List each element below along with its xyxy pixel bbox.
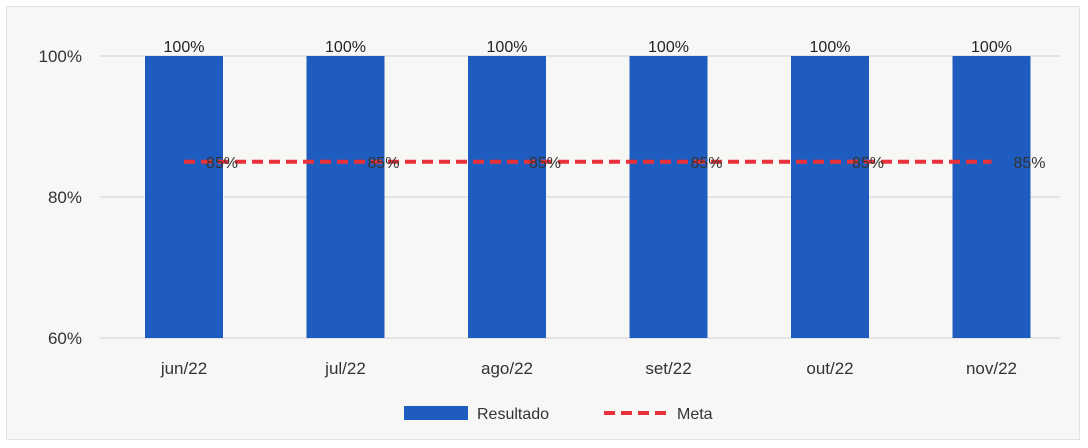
bar-resultado [952, 56, 1031, 338]
bar-value-label: 100% [648, 39, 689, 56]
bar-resultado [145, 56, 223, 338]
bar-value-label: 100% [325, 39, 366, 56]
meta-value-label: 85% [1014, 155, 1046, 172]
y-tick-label: 80% [48, 188, 82, 207]
meta-value-label: 85% [529, 155, 561, 172]
legend-label-meta: Meta [677, 406, 713, 423]
x-tick-label: ago/22 [481, 359, 533, 378]
x-tick-label: jun/22 [160, 359, 207, 378]
legend: Resultado Meta [404, 406, 713, 423]
meta-value-label: 85% [852, 155, 884, 172]
meta-value-label: 85% [368, 155, 400, 172]
y-tick-label: 60% [48, 329, 82, 348]
gridlines [100, 55, 1060, 339]
bar-value-label: 100% [487, 39, 528, 56]
y-tick-label: 100% [39, 47, 82, 66]
x-tick-label: jul/22 [324, 359, 366, 378]
bar-value-label: 100% [164, 39, 205, 56]
bar-resultado [791, 56, 869, 338]
bar-value-label: 100% [810, 39, 851, 56]
x-tick-label: set/22 [645, 359, 691, 378]
y-axis-labels: 60% 80% 100% [39, 47, 82, 348]
bar-value-label: 100% [971, 39, 1012, 56]
meta-data-labels: 85% 85% 85% 85% 85% 85% [206, 155, 1046, 172]
result-bars [145, 56, 1031, 338]
meta-value-label: 85% [691, 155, 723, 172]
bar-resultado [629, 56, 708, 338]
x-tick-label: nov/22 [966, 359, 1017, 378]
legend-label-resultado: Resultado [477, 406, 549, 423]
meta-value-label: 85% [206, 155, 238, 172]
x-axis-labels: jun/22 jul/22 ago/22 set/22 out/22 nov/22 [160, 359, 1017, 378]
x-tick-label: out/22 [806, 359, 853, 378]
bar-resultado [306, 56, 385, 338]
bar-data-labels: 100% 100% 100% 100% 100% 100% [164, 39, 1012, 56]
bar-resultado [468, 56, 546, 338]
legend-swatch-resultado [404, 406, 468, 420]
